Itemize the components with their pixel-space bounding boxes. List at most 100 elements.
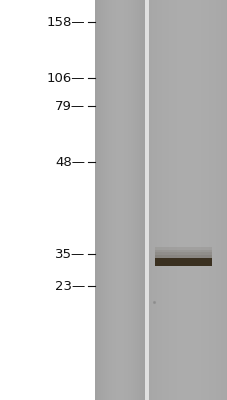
Bar bbox=[100, 0, 101, 400]
Bar bbox=[213, 0, 214, 400]
Bar bbox=[170, 0, 171, 400]
Bar bbox=[209, 0, 210, 400]
Bar bbox=[98, 0, 99, 400]
Bar bbox=[154, 247, 211, 250]
Text: 158—: 158— bbox=[47, 16, 85, 28]
Bar bbox=[216, 0, 217, 400]
Bar bbox=[131, 0, 132, 400]
Bar bbox=[134, 0, 135, 400]
Bar bbox=[103, 0, 104, 400]
Bar bbox=[194, 0, 195, 400]
Bar bbox=[106, 0, 107, 400]
Bar bbox=[133, 0, 134, 400]
Bar bbox=[178, 0, 179, 400]
Bar bbox=[166, 0, 167, 400]
Text: 79—: 79— bbox=[55, 100, 85, 112]
Bar bbox=[191, 0, 192, 400]
Bar bbox=[154, 250, 211, 252]
Bar bbox=[192, 0, 193, 400]
Bar bbox=[120, 0, 121, 400]
Bar bbox=[217, 0, 218, 400]
Bar bbox=[193, 0, 194, 400]
Bar bbox=[181, 0, 182, 400]
Text: 48—: 48— bbox=[55, 156, 85, 168]
Bar bbox=[96, 0, 97, 400]
Bar bbox=[167, 0, 168, 400]
Bar bbox=[175, 0, 176, 400]
Bar bbox=[104, 0, 105, 400]
Bar bbox=[198, 0, 199, 400]
Bar bbox=[154, 258, 211, 266]
Bar bbox=[94, 0, 95, 400]
Bar bbox=[199, 0, 200, 400]
Bar bbox=[149, 0, 227, 400]
Bar bbox=[225, 0, 226, 400]
Bar bbox=[151, 0, 152, 400]
Bar bbox=[168, 0, 169, 400]
Bar bbox=[179, 0, 180, 400]
Bar bbox=[207, 0, 208, 400]
Bar bbox=[114, 0, 115, 400]
Bar bbox=[176, 0, 177, 400]
Bar bbox=[169, 0, 170, 400]
Bar bbox=[187, 0, 188, 400]
Bar bbox=[119, 0, 120, 400]
Bar bbox=[222, 0, 223, 400]
Bar bbox=[123, 0, 124, 400]
Bar bbox=[161, 0, 162, 400]
Bar bbox=[122, 0, 123, 400]
Bar bbox=[105, 0, 106, 400]
Bar bbox=[218, 0, 219, 400]
Bar bbox=[203, 0, 205, 400]
Point bbox=[151, 299, 155, 305]
Bar bbox=[144, 0, 149, 400]
Bar bbox=[143, 0, 144, 400]
Bar bbox=[132, 0, 133, 400]
Bar bbox=[210, 0, 211, 400]
Bar bbox=[107, 0, 108, 400]
Bar bbox=[160, 0, 161, 400]
Bar bbox=[138, 0, 139, 400]
Bar bbox=[205, 0, 206, 400]
Bar bbox=[188, 0, 189, 400]
Bar bbox=[185, 0, 186, 400]
Bar bbox=[154, 0, 155, 400]
Bar bbox=[156, 0, 158, 400]
Bar bbox=[197, 0, 198, 400]
Bar bbox=[206, 0, 207, 400]
Bar bbox=[224, 0, 225, 400]
Bar bbox=[184, 0, 185, 400]
Bar bbox=[140, 0, 141, 400]
Bar bbox=[127, 0, 128, 400]
Bar bbox=[208, 0, 209, 400]
Bar bbox=[95, 0, 96, 400]
Bar bbox=[110, 0, 111, 400]
Bar bbox=[174, 0, 175, 400]
Bar bbox=[214, 0, 215, 400]
Bar bbox=[226, 0, 227, 400]
Bar bbox=[219, 0, 220, 400]
Bar bbox=[99, 0, 100, 400]
Bar bbox=[108, 0, 109, 400]
Bar bbox=[115, 0, 116, 400]
Bar bbox=[97, 0, 98, 400]
Bar bbox=[102, 0, 103, 400]
Bar bbox=[163, 0, 164, 400]
Bar bbox=[173, 0, 174, 400]
Bar bbox=[124, 0, 125, 400]
Bar bbox=[159, 0, 160, 400]
Bar bbox=[201, 0, 202, 400]
Bar bbox=[128, 0, 129, 400]
Bar bbox=[215, 0, 216, 400]
Bar bbox=[136, 0, 137, 400]
Bar bbox=[125, 0, 126, 400]
Bar bbox=[165, 0, 166, 400]
Bar bbox=[150, 0, 151, 400]
Bar bbox=[109, 0, 110, 400]
Bar bbox=[195, 0, 196, 400]
Bar bbox=[116, 0, 117, 400]
Bar bbox=[223, 0, 224, 400]
Bar bbox=[141, 0, 142, 400]
Bar bbox=[111, 0, 112, 400]
Bar bbox=[139, 0, 140, 400]
